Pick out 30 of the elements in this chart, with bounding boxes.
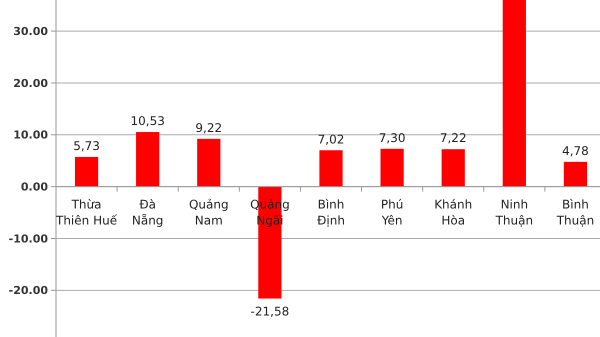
data-label: 5,73 — [73, 138, 100, 153]
y-tick-label: -10.00 — [8, 232, 48, 246]
y-tick-label: 20.00 — [13, 76, 48, 90]
x-tick-label: Bình Định — [317, 198, 345, 228]
y-tick-label: -20.00 — [8, 284, 48, 298]
data-label: 7,30 — [378, 130, 406, 145]
data-label: 4,78 — [562, 144, 589, 158]
data-label: -21,58 — [250, 304, 290, 319]
bar — [197, 138, 220, 187]
bar — [136, 132, 160, 187]
data-label: 9,22 — [195, 120, 222, 135]
x-tick-label: Phú Yên — [380, 198, 404, 228]
data-label: 7,22 — [440, 131, 467, 146]
y-tick-label: 0.00 — [20, 180, 48, 194]
x-tick-label: Bình Thuận — [556, 198, 594, 228]
bar — [380, 148, 404, 187]
x-tick-label: Thừa Thiên Huế — [55, 198, 118, 228]
y-tick-label: 10.00 — [13, 128, 48, 142]
x-tick-label: Quảng Nam — [188, 198, 229, 228]
bar — [442, 149, 465, 187]
x-tick-label: Đà Nẵng — [132, 198, 164, 228]
bar — [319, 150, 343, 187]
bar — [564, 162, 588, 187]
y-tick-label: 30.00 — [13, 24, 48, 38]
data-label: 7,02 — [318, 132, 344, 146]
bar — [502, 0, 526, 187]
x-tick-label: Khánh Hòa — [434, 198, 472, 228]
bar — [74, 156, 98, 187]
x-tick-label: Ninh Thuận — [494, 198, 534, 228]
data-label: 10,53 — [130, 114, 165, 128]
